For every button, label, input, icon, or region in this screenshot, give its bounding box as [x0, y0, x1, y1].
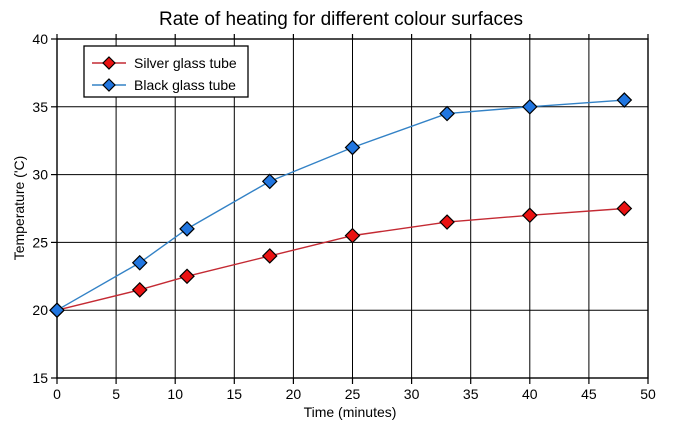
x-tick-label: 5: [112, 386, 120, 402]
legend-marker-swatch: [102, 56, 116, 70]
data-point-marker: [179, 268, 195, 285]
x-tick-label: 40: [522, 386, 538, 402]
x-tick-label: 15: [227, 386, 243, 402]
x-tick-label: 0: [53, 386, 61, 402]
data-point-marker: [439, 105, 455, 122]
legend: Silver glass tube Black glass tube: [83, 45, 249, 98]
series-layer: [49, 92, 633, 319]
data-point-marker: [344, 139, 361, 156]
plot-border: [56, 38, 649, 379]
data-point-marker: [521, 207, 538, 224]
y-tick-label: 30: [32, 167, 48, 183]
x-tick-label: 10: [167, 386, 183, 402]
y-tick-label: 20: [32, 302, 48, 318]
data-point-marker: [261, 173, 278, 190]
data-point-marker: [131, 254, 148, 271]
y-tick-label: 35: [32, 99, 48, 115]
data-point-marker: [261, 248, 278, 264]
legend-label: Silver glass tube: [134, 55, 237, 71]
y-tick-label: 40: [32, 31, 48, 47]
legend-label: Black glass tube: [134, 77, 236, 93]
data-point-marker: [616, 200, 633, 217]
legend-marker-swatch: [102, 78, 116, 92]
data-point-marker: [521, 98, 538, 115]
data-point-marker: [131, 282, 148, 298]
chart-title: Rate of heating for different colour sur…: [159, 9, 523, 30]
x-axis-title: Time (minutes): [304, 404, 397, 420]
data-point-marker: [344, 227, 361, 244]
series-line-black-glass-tube: [56, 99, 625, 311]
series-line-silver-glass-tube: [56, 207, 625, 311]
y-axis-title: Temperature ('C): [11, 156, 27, 261]
tick-labels: 0 5 10 15 20 25 30 35 40 45 50 15 20 25 30 35 40: [32, 31, 656, 402]
x-tick-label: 20: [286, 386, 302, 402]
x-tick-label: 45: [581, 386, 597, 402]
x-tick-label: 30: [404, 386, 420, 402]
y-tick-label: 25: [32, 234, 48, 250]
data-point-marker: [179, 220, 195, 237]
data-point-marker: [439, 214, 455, 230]
y-tick-label: 15: [32, 370, 48, 386]
x-tick-label: 35: [463, 386, 479, 402]
x-tick-label: 25: [345, 386, 361, 402]
tick-marks: [51, 34, 649, 384]
x-tick-label: 50: [640, 386, 656, 402]
data-point-marker: [49, 302, 65, 319]
data-point-marker: [616, 92, 633, 108]
